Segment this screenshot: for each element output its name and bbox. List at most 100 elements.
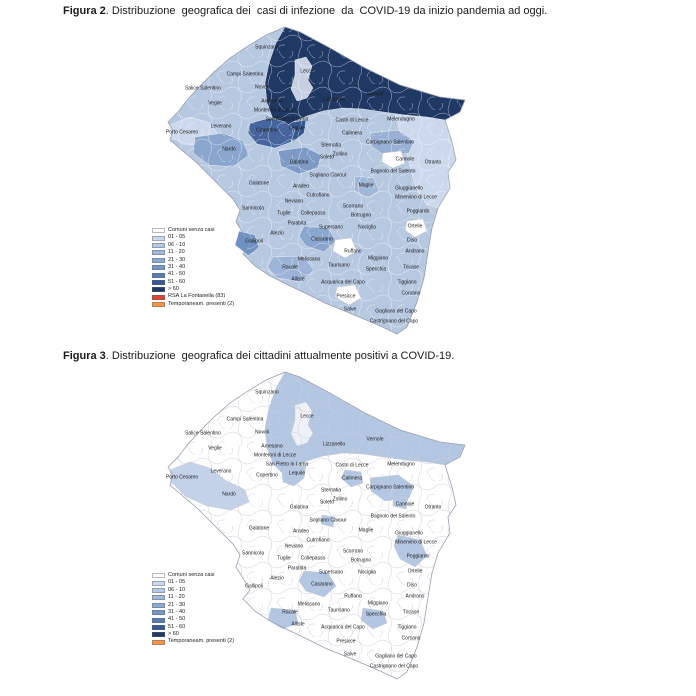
legend-row: RSA La Fontanella (83): [152, 294, 234, 301]
town-label: San Pietro in Lama: [265, 461, 309, 468]
figura-2-section: Figura 2. Distribuzione geografica dei c…: [0, 0, 696, 345]
legend-label: 06 - 10: [168, 586, 186, 593]
legend-row: 11 - 20: [152, 594, 234, 601]
town-label: Tiggiano: [397, 624, 417, 631]
town-label: Ortelle: [407, 568, 423, 575]
legend-swatch: [152, 587, 165, 593]
town-label: Tuglie: [277, 555, 291, 562]
town-label: Sogliano Cavour: [309, 517, 347, 524]
figura-2-title: . Distribuzione geografica dei casi di i…: [105, 5, 548, 17]
town-label: Lecce: [300, 68, 314, 75]
town-label: Calimera: [341, 475, 363, 482]
town-label: Melissano: [297, 601, 321, 608]
town-label: Minervino di Lecce: [395, 539, 437, 546]
town-label: Campi Salentina: [226, 71, 264, 78]
town-label: Otranto: [424, 504, 442, 511]
town-label: Alezio: [270, 575, 284, 582]
legend-label: 01 - 05: [168, 579, 186, 586]
town-label: Nardò: [222, 491, 236, 498]
town-label: Castrignano del Capo: [369, 318, 419, 325]
town-label: Lecce: [300, 413, 314, 420]
town-label: Calimera: [341, 130, 363, 137]
town-label: Squinzano: [255, 44, 279, 51]
town-label: Giuggianello: [395, 530, 423, 537]
town-label: Lequile: [288, 470, 306, 477]
legend-swatch: [152, 639, 165, 645]
town-label: Andrano: [405, 593, 425, 600]
town-label: Vernole: [366, 91, 384, 98]
town-label: Cutrofiano: [306, 192, 330, 199]
figura-3-map: Squinzano Campi Salentina Lecce Salice Sale…: [165, 370, 470, 685]
town-label: Porto Cesareo: [165, 129, 199, 136]
figura-3-svg: [167, 371, 466, 680]
town-label: Botrugno: [350, 557, 372, 564]
town-label: Soleto: [319, 499, 335, 506]
legend-label: > 60: [168, 286, 179, 293]
legend-row: Temporaneam. presenti (2): [152, 639, 234, 646]
town-label: Lequile: [288, 125, 306, 132]
legend-row: 11 - 20: [152, 249, 234, 256]
legend-row: 31 - 40: [152, 609, 234, 616]
legend-swatch: [152, 228, 165, 234]
town-label: Castri di Lecce: [335, 462, 369, 469]
figura-3-label: Figura 3: [63, 350, 106, 362]
town-label: Neviano: [284, 543, 304, 550]
legend-row: > 60: [152, 631, 234, 638]
town-label: Vernole: [366, 436, 384, 443]
town-label: Melendugno: [387, 461, 415, 468]
town-label: Otranto: [424, 159, 442, 166]
town-label: Galatone: [248, 180, 270, 187]
town-label: Gagliano del Capo: [375, 653, 417, 660]
town-label: Squinzano: [255, 389, 279, 396]
legend-row: 51 - 60: [152, 279, 234, 286]
legend-row: 06 - 10: [152, 587, 234, 594]
legend-swatch: [152, 302, 165, 308]
legend-swatch: [152, 602, 165, 608]
town-label: Specchia: [365, 611, 387, 618]
figura-3-section: Figura 3. Distribuzione geografica dei c…: [0, 345, 696, 696]
town-label: Bagnolo del Salento: [370, 513, 416, 520]
town-label: Bagnolo del Salento: [370, 168, 416, 175]
legend-label: 11 - 20: [168, 249, 185, 256]
legend-row: 51 - 60: [152, 624, 234, 631]
town-label: Monteroni di Lecce: [253, 452, 297, 459]
legend-label: 06 - 10: [168, 241, 186, 248]
legend-label: 01 - 05: [168, 234, 186, 241]
town-label: Nardò: [222, 146, 236, 153]
town-label: Andrano: [405, 248, 425, 255]
legend-swatch: [152, 235, 165, 241]
town-label: Melissano: [297, 256, 321, 263]
town-label: Acquarica del Capo: [321, 624, 365, 631]
town-label: Tricase: [402, 264, 420, 271]
town-label: Alezio: [270, 230, 284, 237]
legend-label: 51 - 60: [168, 278, 186, 285]
town-label: Casarano: [311, 236, 333, 243]
legend-label: 41 - 50: [168, 271, 186, 278]
town-label: Porto Cesareo: [165, 474, 199, 481]
town-label: Scorrano: [342, 548, 364, 555]
legend-label: 21 - 30: [168, 256, 186, 263]
town-label: Tiggiano: [397, 279, 417, 286]
legend-swatch: [152, 595, 165, 601]
town-label: Collepasso: [300, 210, 326, 217]
town-label: Scorrano: [342, 203, 364, 210]
legend-swatch: [152, 287, 165, 293]
legend-label: 31 - 40: [168, 608, 186, 615]
town-label: Galatina: [289, 159, 309, 166]
figura-2-caption: Figura 2. Distribuzione geografica dei c…: [63, 5, 547, 18]
legend-row: Comuni senza casi: [152, 572, 234, 579]
town-label: Gallipoli: [245, 238, 263, 245]
figura-3-legend: Comuni senza casi 01 - 05 06 - 10 11 - 20 21…: [152, 572, 234, 646]
town-label: Zollino: [332, 496, 348, 503]
town-label: Racale: [282, 609, 298, 616]
town-label: Castrignano del Capo: [369, 663, 419, 670]
legend-label: RSA La Fontanella (83): [168, 293, 226, 300]
legend-swatch: [152, 580, 165, 586]
town-label: Giuggianello: [395, 185, 423, 192]
town-label: Presicce: [336, 638, 356, 645]
legend-swatch: [152, 265, 165, 271]
town-label: Minervino di Lecce: [395, 194, 437, 201]
town-label: Diso: [406, 582, 418, 589]
town-label: Corsano: [401, 290, 421, 297]
town-label: Miggiano: [367, 600, 389, 607]
